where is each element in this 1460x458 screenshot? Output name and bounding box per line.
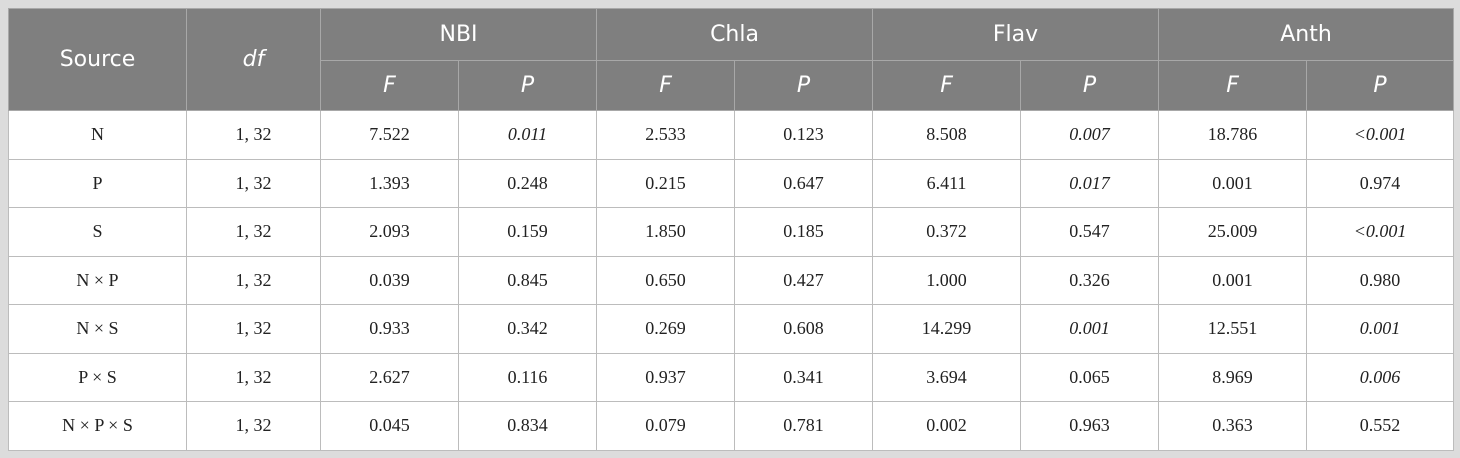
cell-f-value: 2.093	[320, 207, 459, 257]
cell-f-value: 1.000	[872, 255, 1022, 305]
cell-source: P × S	[8, 352, 187, 402]
cell-p-value: 0.342	[457, 304, 598, 354]
cell-f-value: 0.002	[872, 401, 1022, 451]
cell-p-value: 0.608	[734, 304, 874, 354]
cell-p-value: 0.001	[1020, 304, 1160, 354]
cell-p-value: 0.980	[1306, 255, 1455, 305]
cell-p-value: 0.011	[457, 110, 598, 160]
cell-f-value: 2.627	[320, 352, 459, 402]
cell-p-value: 0.341	[734, 352, 874, 402]
table-row: P × S 1, 32 2.627 0.116 0.937 0.341 3.694 0.065…	[8, 352, 1455, 402]
cell-f-value: 3.694	[872, 352, 1022, 402]
cell-source: N × P × S	[8, 401, 187, 451]
anova-table: Source df NBI Chla Flav Anth F P F P F P…	[8, 8, 1455, 451]
cell-source: N	[8, 110, 187, 160]
cell-p-value: 0.834	[457, 401, 598, 451]
header-p: P	[1020, 60, 1160, 111]
cell-p-value: 0.017	[1020, 158, 1160, 208]
cell-p-value: 0.159	[457, 207, 598, 257]
cell-f-value: 0.937	[596, 352, 736, 402]
cell-source: P	[8, 158, 187, 208]
cell-f-value: 8.508	[872, 110, 1022, 160]
header-f: F	[596, 60, 736, 111]
cell-f-value: 0.039	[320, 255, 459, 305]
cell-source: N × S	[8, 304, 187, 354]
header-group-chla: Chla	[596, 8, 874, 61]
cell-f-value: 14.299	[872, 304, 1022, 354]
cell-f-value: 0.363	[1158, 401, 1308, 451]
cell-p-value: 0.781	[734, 401, 874, 451]
header-group-anth: Anth	[1158, 8, 1455, 61]
cell-df: 1, 32	[186, 207, 321, 257]
header-p: P	[1306, 60, 1455, 111]
header-f: F	[320, 60, 459, 111]
cell-f-value: 18.786	[1158, 110, 1308, 160]
table-row: N × P × S 1, 32 0.045 0.834 0.079 0.781 0.002 0…	[8, 401, 1455, 451]
header-row-groups: Source df NBI Chla Flav Anth	[8, 8, 1455, 111]
header-row-stats: F P F P F P F P	[9, 60, 1455, 111]
cell-p-value: 0.845	[457, 255, 598, 305]
cell-p-value: 0.001	[1306, 304, 1455, 354]
cell-f-value: 6.411	[872, 158, 1022, 208]
cell-df: 1, 32	[186, 352, 321, 402]
cell-f-value: 12.551	[1158, 304, 1308, 354]
cell-p-value: 0.248	[457, 158, 598, 208]
cell-p-value: 0.427	[734, 255, 874, 305]
cell-df: 1, 32	[186, 255, 321, 305]
cell-f-value: 0.269	[596, 304, 736, 354]
header-df: df	[186, 8, 321, 111]
cell-df: 1, 32	[186, 110, 321, 160]
cell-df: 1, 32	[186, 158, 321, 208]
cell-p-value: 0.552	[1306, 401, 1455, 451]
cell-f-value: 0.372	[872, 207, 1022, 257]
cell-f-value: 0.933	[320, 304, 459, 354]
cell-p-value: 0.065	[1020, 352, 1160, 402]
cell-f-value: 7.522	[320, 110, 459, 160]
cell-f-value: 0.045	[320, 401, 459, 451]
table-body: N 1, 32 7.522 0.011 2.533 0.123 8.508 0.007 18.7…	[8, 110, 1455, 451]
cell-df: 1, 32	[186, 304, 321, 354]
cell-p-value: 0.974	[1306, 158, 1455, 208]
cell-f-value: 2.533	[596, 110, 736, 160]
header-f: F	[872, 60, 1022, 111]
table-row: N 1, 32 7.522 0.011 2.533 0.123 8.508 0.007 18.7…	[8, 110, 1455, 160]
table-row: P 1, 32 1.393 0.248 0.215 0.647 6.411 0.017 0.00…	[8, 158, 1455, 208]
cell-p-value: 0.547	[1020, 207, 1160, 257]
cell-p-value: 0.123	[734, 110, 874, 160]
cell-f-value: 25.009	[1158, 207, 1308, 257]
header-p: P	[457, 60, 598, 111]
header-p: P	[734, 60, 874, 111]
cell-p-value: 0.963	[1020, 401, 1160, 451]
cell-f-value: 1.393	[320, 158, 459, 208]
cell-p-value: <0.001	[1306, 110, 1455, 160]
header-f: F	[1158, 60, 1308, 111]
cell-source: N × P	[8, 255, 187, 305]
table-row: N × S 1, 32 0.933 0.342 0.269 0.608 14.299 0.00…	[8, 304, 1455, 354]
cell-p-value: 0.006	[1306, 352, 1455, 402]
cell-df: 1, 32	[186, 401, 321, 451]
cell-p-value: 0.647	[734, 158, 874, 208]
header-source: Source	[8, 8, 187, 111]
cell-p-value: 0.007	[1020, 110, 1160, 160]
cell-f-value: 0.079	[596, 401, 736, 451]
cell-f-value: 1.850	[596, 207, 736, 257]
cell-f-value: 0.650	[596, 255, 736, 305]
header-group-flav: Flav	[872, 8, 1160, 61]
cell-p-value: <0.001	[1306, 207, 1455, 257]
header-group-nbi: NBI	[319, 8, 598, 61]
table-row: N × P 1, 32 0.039 0.845 0.650 0.427 1.000 0.326…	[8, 255, 1455, 305]
cell-p-value: 0.116	[457, 352, 598, 402]
cell-f-value: 0.215	[596, 158, 736, 208]
cell-p-value: 0.326	[1020, 255, 1160, 305]
cell-f-value: 8.969	[1158, 352, 1308, 402]
cell-p-value: 0.185	[734, 207, 874, 257]
cell-f-value: 0.001	[1158, 255, 1308, 305]
cell-f-value: 0.001	[1158, 158, 1308, 208]
cell-source: S	[8, 207, 187, 257]
table-row: S 1, 32 2.093 0.159 1.850 0.185 0.372 0.547 25.0…	[8, 207, 1455, 257]
